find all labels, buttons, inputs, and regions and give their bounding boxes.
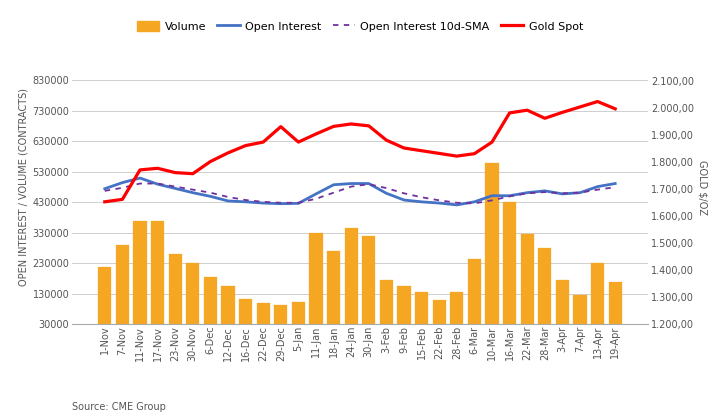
Bar	[327, 251, 340, 334]
Y-axis label: GOLD $/OZ: GOLD $/OZ	[698, 160, 708, 215]
Bar	[397, 286, 410, 334]
Bar	[450, 292, 464, 334]
Bar	[345, 228, 358, 334]
Bar	[204, 277, 217, 334]
Bar	[415, 292, 428, 334]
Bar	[221, 286, 235, 334]
Bar	[116, 245, 129, 334]
Bar	[186, 263, 199, 334]
Bar	[433, 300, 446, 334]
Legend: Volume, Open Interest, Open Interest 10d-SMA, Gold Spot: Volume, Open Interest, Open Interest 10d…	[132, 17, 588, 36]
Bar	[98, 267, 112, 334]
Bar	[521, 235, 534, 334]
Bar	[168, 254, 181, 334]
Bar	[151, 221, 164, 334]
Bar	[485, 163, 499, 334]
Bar	[468, 259, 481, 334]
Text: Source: CME Group: Source: CME Group	[72, 402, 166, 412]
Bar	[591, 263, 604, 334]
Bar	[274, 305, 287, 334]
Bar	[380, 280, 393, 334]
Bar	[539, 248, 552, 334]
Bar	[503, 203, 516, 334]
Bar	[556, 280, 569, 334]
Bar	[608, 282, 622, 334]
Bar	[573, 295, 587, 334]
Bar	[133, 221, 147, 334]
Bar	[362, 236, 375, 334]
Bar	[239, 299, 252, 334]
Y-axis label: OPEN INTEREST / VOLUME (CONTRACTS): OPEN INTEREST / VOLUME (CONTRACTS)	[18, 88, 28, 286]
Bar	[310, 233, 323, 334]
Bar	[256, 303, 270, 334]
Bar	[292, 302, 305, 334]
